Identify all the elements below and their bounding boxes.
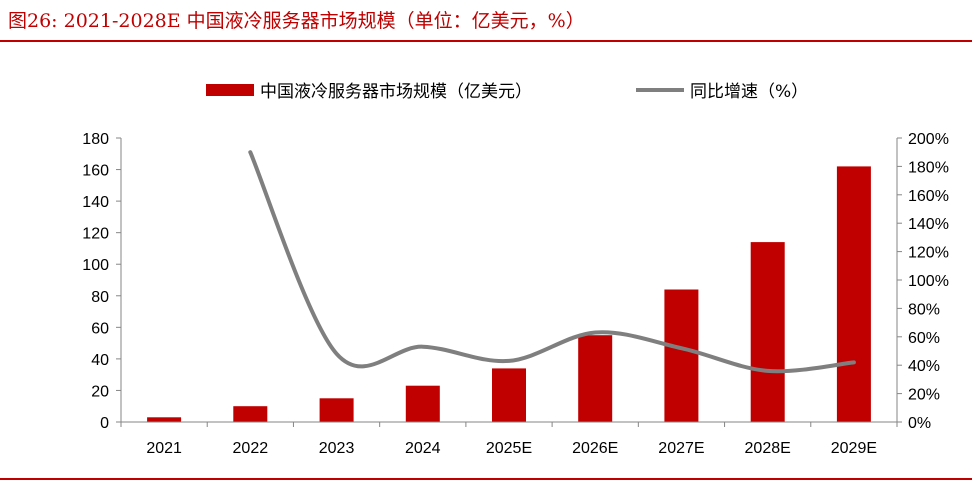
right-tick-label: 60% (908, 330, 940, 347)
bar-2027E (664, 289, 699, 422)
bar-2022 (233, 406, 268, 422)
right-tick-label: 160% (908, 188, 949, 205)
chart-axes: 0 20 40 60 80 100 120 140 160 180 0% 20% 40% 60% 80% 10… (82, 131, 949, 457)
left-tick-label: 140 (82, 194, 109, 211)
x-tick-label: 2028E (745, 440, 791, 457)
right-tick-label: 40% (908, 358, 940, 375)
legend-bar-label: 中国液冷服务器市场规模（亿美元） (260, 82, 532, 102)
right-tick-label: 80% (908, 301, 940, 318)
left-tick-label: 80 (91, 289, 109, 306)
growth-rate-line (248, 150, 856, 374)
left-tick-label: 180 (82, 131, 109, 148)
right-tick-label: 140% (908, 216, 949, 233)
right-tick-label: 120% (908, 245, 949, 262)
x-tick-label: 2023 (319, 440, 355, 457)
left-tick-label: 60 (91, 320, 109, 337)
bar-2029E (836, 166, 871, 422)
right-tick-label: 180% (908, 159, 949, 176)
legend-bar-swatch (206, 84, 254, 96)
left-tick-label: 100 (82, 257, 109, 274)
x-tick-label: 2024 (405, 440, 441, 457)
bar-series (147, 166, 871, 422)
left-tick-label: 20 (91, 383, 109, 400)
right-tick-label: 20% (908, 387, 940, 404)
left-tick-label: 120 (82, 226, 109, 243)
left-tick-label: 0 (100, 415, 109, 432)
figure-title: 图26: 2021-2028E 中国液冷服务器市场规模（单位：亿美元，%） (8, 10, 585, 32)
legend-line-label: 同比增速（%） (690, 82, 808, 102)
right-tick-label: 200% (908, 131, 949, 148)
bar-2021 (147, 417, 182, 422)
x-tick-label: 2025E (486, 440, 532, 457)
x-tick-label: 2022 (233, 440, 269, 457)
x-tick-label: 2027E (658, 440, 704, 457)
bottom-divider (0, 478, 972, 480)
bar-2023 (319, 398, 354, 422)
bar-2025E (492, 368, 526, 422)
x-tick-label: 2026E (572, 440, 618, 457)
right-tick-label: 100% (908, 273, 949, 290)
title-divider (0, 40, 972, 42)
right-tick-label: 0% (908, 415, 931, 432)
bar-2024 (405, 385, 440, 422)
x-tick-label: 2021 (146, 440, 182, 457)
line-series (248, 150, 856, 374)
left-tick-label: 40 (91, 352, 109, 369)
chart-legend: 中国液冷服务器市场规模（亿美元） 同比增速（%） (206, 82, 808, 102)
bar-2028E (750, 242, 785, 422)
bar-2026E (578, 335, 613, 422)
x-tick-label: 2029E (831, 440, 877, 457)
left-tick-label: 160 (82, 163, 109, 180)
